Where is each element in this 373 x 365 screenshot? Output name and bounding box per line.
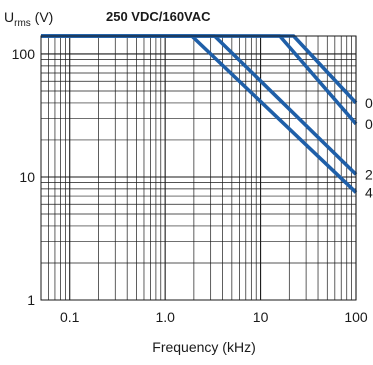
y-tick-label: 1: [27, 292, 35, 308]
chart-title: 250 VDC/160VAC: [106, 9, 211, 24]
series-label-3: 2: [365, 166, 373, 182]
x-axis-title: Frequency (kHz): [152, 339, 255, 355]
y-axis-title-main: U: [4, 9, 14, 25]
series-line-3: [41, 34, 358, 176]
series-label-1: 0: [365, 95, 373, 111]
series-label-2: 0: [365, 116, 373, 132]
plot-frame: [40, 35, 357, 301]
grid: [40, 36, 357, 301]
x-tick-label: 1.0: [155, 309, 175, 325]
y-tick-label: 10: [19, 169, 35, 185]
x-tick-label: 10: [253, 309, 269, 325]
series-label-4: 4: [365, 184, 373, 200]
y-axis-title-unit: (V): [31, 9, 54, 25]
tick-labels: 0.1 1.0 10 100 1 10 100: [12, 46, 368, 325]
y-tick-label: 100: [12, 46, 36, 62]
x-tick-label: 0.1: [60, 309, 80, 325]
y-axis-title: Urms (V): [4, 9, 53, 29]
series-line-2: [41, 34, 358, 126]
line-end-labels: 0 0 2 4: [365, 95, 373, 200]
y-axis-title-sub: rms: [14, 18, 31, 29]
x-tick-label: 100: [344, 309, 368, 325]
